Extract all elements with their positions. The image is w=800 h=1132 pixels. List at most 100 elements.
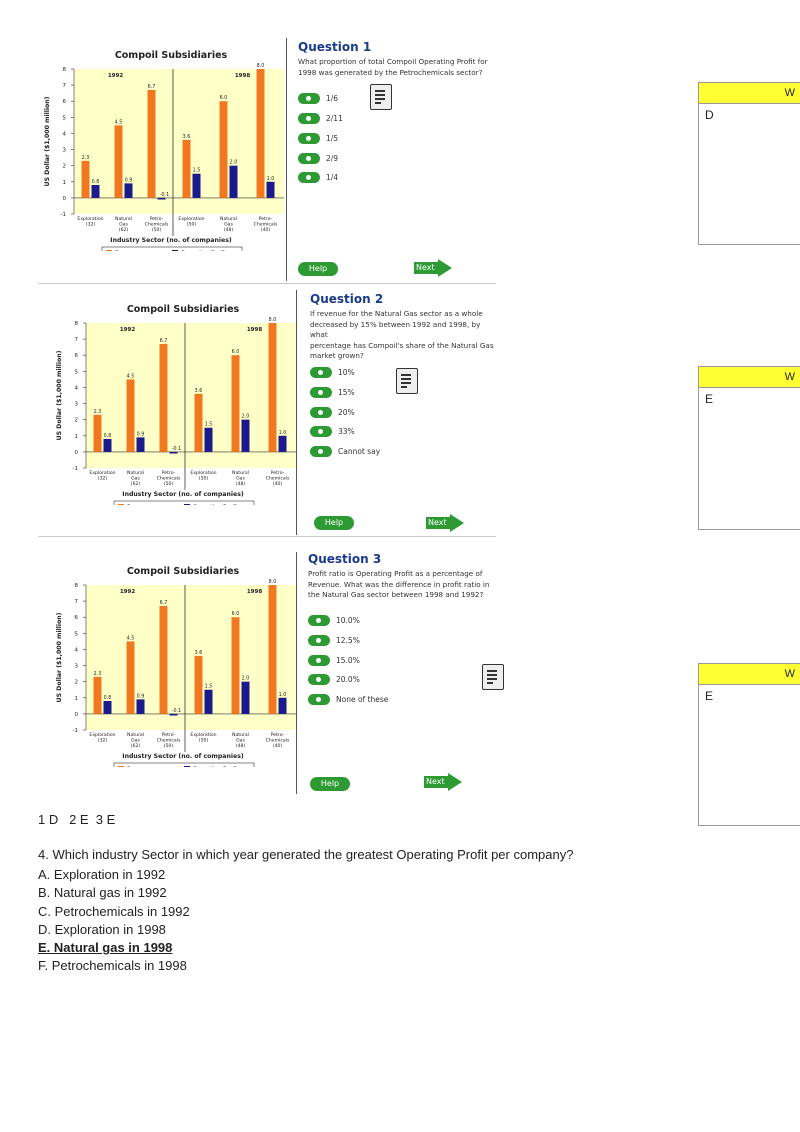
revenue-value-label: 3.6 (195, 650, 203, 656)
profit-bar (136, 437, 145, 452)
profit-bar (204, 427, 213, 452)
profit-value-label: 1.5 (205, 684, 213, 690)
legend-swatch-profit (172, 250, 178, 251)
answer-option[interactable]: 10.0% (308, 614, 360, 626)
question-4-option: D. Exploration in 1998 (38, 921, 166, 937)
answer-option[interactable]: 33% (310, 425, 355, 437)
revenue-bar (159, 605, 168, 714)
category-label: Exploration (190, 470, 216, 476)
chart-title: Compoil Subsidiaries (115, 50, 228, 61)
category-label: Petro- (162, 732, 176, 738)
y-tick-label: 6 (63, 99, 67, 105)
answer-option[interactable]: 2/11 (298, 112, 343, 124)
category-label: Natural (232, 470, 249, 476)
notepad-icon[interactable] (396, 368, 418, 394)
radio-button-icon[interactable] (298, 132, 320, 144)
profit-bar (204, 689, 213, 714)
revenue-value-label: 3.6 (183, 134, 191, 140)
notepad-icon[interactable] (482, 664, 504, 690)
profit-bar (169, 451, 178, 454)
help-button[interactable]: Help (314, 516, 354, 530)
question-title: Question 2 (310, 292, 384, 306)
answer-option[interactable]: 1/6 (298, 92, 338, 104)
answer-box-header: W (699, 664, 800, 685)
category-label: Petro- (162, 470, 176, 476)
radio-button-icon[interactable] (310, 386, 332, 398)
y-tick-label: 7 (75, 599, 79, 605)
radio-button-icon[interactable] (308, 614, 330, 626)
answer-option[interactable]: 20% (310, 406, 355, 418)
next-button[interactable]: Next (414, 259, 454, 277)
profit-bar (136, 699, 145, 714)
answer-option[interactable]: Cannot say (310, 445, 380, 457)
answer-box-2: W E (698, 366, 800, 530)
radio-button-icon[interactable] (298, 112, 320, 124)
answer-option[interactable]: None of these (308, 693, 388, 705)
legend-label-revenue: Revenue (127, 505, 152, 506)
help-button[interactable]: Help (298, 262, 338, 276)
category-label: Gas (131, 738, 140, 744)
y-tick-label: -1 (73, 466, 78, 472)
category-label: Petro- (259, 216, 273, 222)
answer-option[interactable]: 20.0% (308, 673, 360, 685)
y-tick-label: 4 (75, 385, 79, 391)
radio-button-icon[interactable] (308, 634, 330, 646)
section-divider (38, 536, 496, 537)
radio-button-icon[interactable] (308, 693, 330, 705)
radio-button-icon[interactable] (310, 425, 332, 437)
chart-title: Compoil Subsidiaries (127, 304, 240, 315)
year-label: 1992 (108, 73, 123, 79)
answer-option[interactable]: 10% (310, 366, 355, 378)
answer-option[interactable]: 15% (310, 386, 355, 398)
y-tick-label: 5 (75, 631, 79, 637)
revenue-bar (194, 655, 203, 714)
revenue-bar (231, 617, 240, 714)
category-label: (48) (236, 481, 246, 487)
legend-label-revenue: Revenue (127, 767, 152, 768)
next-button[interactable]: Next (424, 773, 464, 791)
radio-button-icon[interactable] (308, 673, 330, 685)
category-label: Petro- (271, 732, 285, 738)
revenue-value-label: 2.3 (94, 671, 102, 677)
revenue-value-label: 8.0 (269, 579, 277, 585)
panel-divider (296, 290, 297, 535)
radio-button-icon[interactable] (310, 445, 332, 457)
revenue-bar (114, 125, 123, 198)
compoil-chart-2: Compoil Subsidiaries -1 0 1 2 3 4 5 6 7 8 US Dollar… (56, 304, 296, 506)
y-tick-label: 6 (75, 615, 79, 621)
radio-button-icon[interactable] (298, 152, 320, 164)
help-button[interactable]: Help (310, 777, 350, 791)
revenue-bar (219, 101, 228, 198)
answer-option[interactable]: 12.5% (308, 634, 360, 646)
category-label: Natural (127, 470, 144, 476)
legend-swatch-profit (184, 766, 190, 767)
category-label: Gas (236, 476, 245, 482)
revenue-bar (182, 139, 191, 198)
radio-button-icon[interactable] (298, 92, 320, 104)
x-axis-label: Industry Sector (no. of companies) (110, 237, 232, 244)
radio-button-icon[interactable] (298, 171, 320, 183)
y-axis-label: US Dollar ($1,000 million) (56, 612, 63, 702)
quiz-screenshot-3: Compoil Subsidiaries -1 0 1 2 3 4 5 6 7 8 US Dollar… (50, 552, 504, 797)
radio-button-icon[interactable] (308, 654, 330, 666)
category-label: (50) (164, 743, 174, 749)
revenue-bar (147, 89, 156, 198)
answer-option[interactable]: 15.0% (308, 654, 360, 666)
radio-button-icon[interactable] (310, 366, 332, 378)
next-button[interactable]: Next (426, 514, 466, 532)
answer-option[interactable]: 1/4 (298, 171, 338, 183)
profit-value-label: 2.0 (242, 414, 250, 420)
notepad-icon[interactable] (370, 84, 392, 110)
y-tick-label: -1 (73, 728, 78, 734)
question-panel: Question 2 If revenue for the Natural Ga… (310, 292, 505, 532)
profit-value-label: -0.1 (160, 192, 169, 198)
year-label: 1992 (120, 327, 135, 333)
radio-button-icon[interactable] (310, 406, 332, 418)
revenue-value-label: 3.6 (195, 388, 203, 394)
category-label: Exploration (89, 470, 115, 476)
answer-option[interactable]: 1/5 (298, 132, 338, 144)
revenue-value-label: 6.0 (220, 95, 228, 101)
category-label: Gas (119, 222, 128, 228)
answer-option[interactable]: 2/9 (298, 152, 338, 164)
profit-value-label: 1.0 (279, 692, 287, 698)
